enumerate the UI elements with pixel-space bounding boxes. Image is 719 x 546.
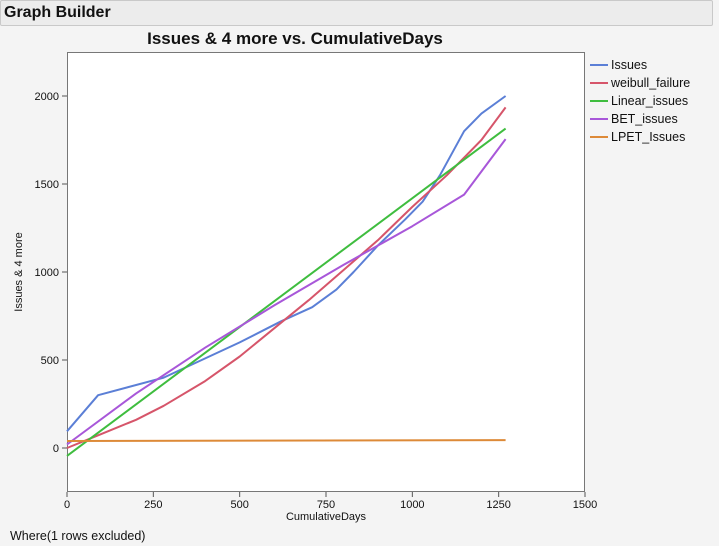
legend-label: BET_issues	[611, 112, 678, 126]
window-title: Graph Builder	[4, 4, 111, 21]
series-line-bet-issues	[66, 138, 507, 446]
legend-item-linear-issues[interactable]: Linear_issues	[590, 92, 715, 110]
legend-label: LPET_Issues	[611, 130, 686, 144]
series-line-issues	[66, 95, 507, 432]
legend-swatch	[590, 100, 608, 102]
x-tick-label: 0	[64, 499, 70, 511]
series-line-linear-issues	[66, 127, 507, 457]
y-axis: 0 500 1000 1500 2000	[35, 91, 67, 455]
plot-area[interactable]	[67, 52, 585, 492]
legend-label: Issues	[611, 58, 648, 72]
legend-item-weibull-failure[interactable]: weibull_failure	[590, 74, 715, 92]
y-tick-label: 2000	[35, 91, 59, 103]
legend-swatch	[590, 64, 608, 66]
legend-swatch	[590, 82, 608, 84]
y-tick-label: 500	[41, 355, 59, 367]
series-lines	[66, 95, 507, 457]
series-line-weibull-failure	[66, 106, 507, 449]
legend-swatch	[590, 136, 608, 138]
x-axis: 0 250 500 750 1000 1250 1500	[64, 492, 597, 511]
x-tick-label: 1250	[486, 499, 510, 511]
chart-title: Issues & 4 more vs. CumulativeDays	[147, 29, 443, 48]
where-excluded-note: Where(1 rows excluded)	[10, 529, 146, 543]
legend-label: weibull_failure	[611, 76, 691, 90]
y-tick-label: 0	[53, 443, 59, 455]
y-axis-title: Issues & 4 more	[13, 232, 25, 311]
legend-item-lpet-issues[interactable]: LPET_Issues	[590, 128, 715, 146]
legend-label: Linear_issues	[611, 94, 689, 108]
graph-builder-header: Graph Builder	[0, 0, 713, 26]
x-tick-label: 250	[144, 499, 162, 511]
x-tick-label: 750	[317, 499, 335, 511]
x-tick-label: 500	[230, 499, 248, 511]
legend-item-issues[interactable]: Issues	[590, 56, 715, 74]
legend[interactable]: Issues weibull_failure Linear_issues BET_is…	[590, 56, 715, 146]
x-tick-label: 1000	[400, 499, 424, 511]
x-tick-label: 1500	[573, 499, 597, 511]
y-tick-label: 1500	[35, 179, 59, 191]
x-axis-title: CumulativeDays	[286, 511, 367, 523]
legend-item-bet-issues[interactable]: BET_issues	[590, 110, 715, 128]
legend-swatch	[590, 118, 608, 120]
series-line-lpet-issues	[66, 439, 506, 442]
y-tick-label: 1000	[35, 267, 59, 279]
